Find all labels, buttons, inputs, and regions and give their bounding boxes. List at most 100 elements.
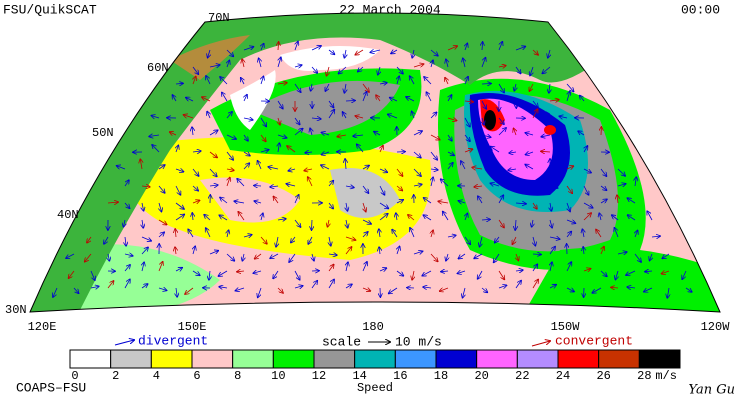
wind-arrow — [498, 83, 504, 93]
wind-arrow — [566, 166, 573, 169]
wind-arrow — [406, 97, 415, 102]
wind-arrow — [396, 168, 403, 176]
wind-arrow — [566, 262, 571, 272]
wind-arrow — [481, 287, 487, 292]
colorbar-box — [598, 349, 640, 369]
wind-arrow — [234, 201, 245, 203]
wind-arrow — [431, 60, 433, 68]
wind-arrow — [465, 77, 468, 85]
wind-arrows — [53, 42, 692, 298]
wind-arrow — [379, 83, 387, 84]
wind-arrow — [491, 147, 500, 153]
wind-arrow — [209, 168, 217, 176]
wind-arrow — [158, 262, 163, 272]
wind-arrow — [277, 135, 287, 138]
wind-arrow — [184, 115, 194, 119]
wind-arrow — [532, 219, 533, 227]
wind-arrow — [158, 219, 167, 225]
wind-arrow — [355, 116, 364, 118]
wind-arrow — [124, 202, 130, 208]
wind-arrow — [566, 83, 574, 92]
wind-arrow — [443, 212, 449, 221]
wind-arrow — [226, 49, 233, 56]
wind-arrow — [261, 44, 264, 51]
wind-arrow — [566, 185, 572, 193]
wind-arrow — [158, 288, 167, 290]
wind-arrow — [235, 288, 245, 291]
wind-arrow — [464, 149, 473, 152]
map — [30, 13, 720, 312]
wind-arrow — [413, 151, 421, 158]
wind-arrow — [549, 285, 556, 288]
wind-arrow — [276, 236, 278, 247]
wind-arrow — [345, 186, 354, 188]
lat-label: 70N — [208, 11, 230, 25]
wind-arrow — [498, 285, 507, 288]
wind-arrow — [311, 83, 312, 91]
wind-arrow — [481, 84, 491, 85]
wind-arrow — [254, 201, 262, 203]
wind-arrow — [311, 118, 321, 119]
wind-arrow — [379, 169, 387, 172]
wind-arrow — [226, 169, 234, 170]
wind-arrow — [611, 287, 619, 288]
colorbar-tick-label: 6 — [193, 369, 200, 383]
wind-arrow — [202, 97, 211, 102]
wind-arrow — [614, 228, 619, 238]
wind-arrow — [388, 114, 398, 119]
legend-scale: scale — [322, 334, 361, 349]
colorbar-tick-label: 4 — [153, 369, 160, 383]
wind-arrow — [175, 83, 183, 84]
lon-label: 120W — [701, 320, 731, 334]
wind-arrow — [430, 49, 438, 56]
wind-arrow — [175, 202, 184, 209]
wind-arrow — [208, 49, 210, 58]
colorbar-tick-label: 26 — [596, 369, 610, 383]
wind-arrow — [498, 270, 504, 279]
wind-arrow — [270, 186, 279, 187]
wind-arrow — [260, 134, 266, 141]
wind-arrow — [447, 152, 454, 155]
wind-arrow — [294, 219, 301, 227]
wind-arrow — [482, 143, 483, 153]
wind-arrow — [566, 287, 574, 292]
wind-arrow — [85, 253, 92, 262]
wind-arrow — [362, 92, 367, 102]
map-border — [29, 12, 721, 313]
wind-arrow — [294, 129, 303, 136]
wind-arrow — [295, 42, 298, 51]
colorbar-box — [557, 349, 600, 369]
wind-arrow — [176, 287, 177, 297]
wind-arrow — [141, 236, 151, 241]
wind-arrow — [526, 152, 534, 155]
colorbar-tick-label: 20 — [474, 369, 488, 383]
wind-arrow — [327, 66, 330, 76]
wind-arrow — [243, 134, 248, 141]
wind-arrow — [357, 144, 364, 153]
wind-arrow — [141, 186, 150, 187]
wind-arrow — [312, 219, 313, 230]
wind-arrow — [424, 198, 432, 204]
colorbar-box — [69, 349, 112, 369]
wind-arrow — [600, 185, 607, 190]
colorbar-tick-label: 14 — [352, 369, 366, 383]
wind-arrow — [288, 169, 296, 171]
lat-label: 50N — [92, 126, 114, 140]
wind-arrow — [226, 112, 232, 119]
wind-arrow — [478, 270, 483, 279]
wind-arrow — [550, 262, 552, 272]
wind-arrow — [515, 203, 526, 204]
colorbar-tick-label: 8 — [234, 369, 241, 383]
wind-arrow — [254, 186, 262, 187]
wind-arrow — [410, 228, 415, 238]
wind-arrow — [584, 146, 588, 153]
wind-arrow — [308, 177, 313, 187]
colorbar-tick-label: 2 — [112, 369, 119, 383]
wind-arrow — [635, 177, 636, 187]
wind-arrow — [90, 286, 99, 288]
wind-arrow — [158, 165, 165, 170]
wind-arrow — [617, 168, 625, 176]
wind-arrow — [515, 219, 516, 230]
wind-arrow — [482, 117, 484, 125]
wind-arrow — [219, 287, 228, 288]
